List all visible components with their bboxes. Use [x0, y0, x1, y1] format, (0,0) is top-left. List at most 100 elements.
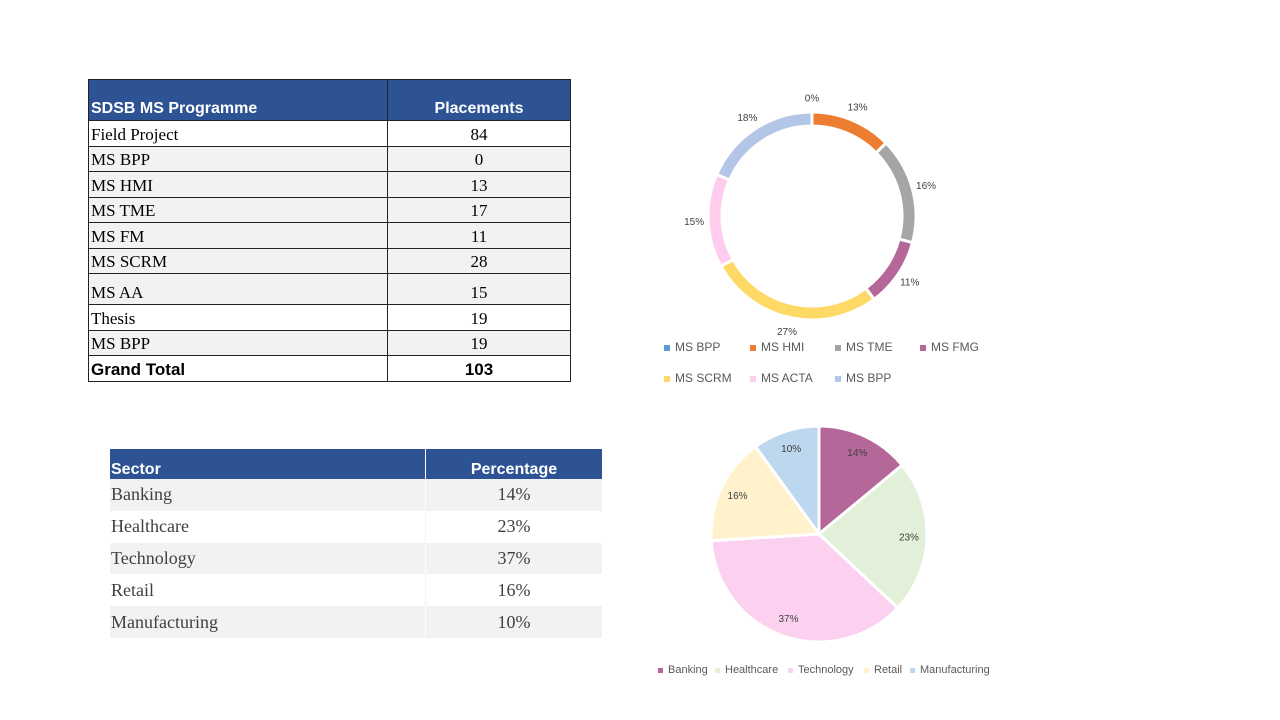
placements-donut-chart: 0% 13% 16% 11% 27% 15% 18% — [684, 94, 936, 338]
legend-swatch — [788, 668, 793, 673]
legend-swatch — [920, 345, 926, 351]
slice-manufacturing — [753, 424, 821, 539]
placements-cell: 19 — [387, 329, 571, 356]
legend-swatch — [835, 345, 841, 351]
sector-cell: Manufacturing — [110, 606, 426, 638]
table-header-row: Sector Percentage — [110, 449, 602, 479]
slice-banking — [817, 424, 905, 538]
data-label: 16% — [916, 181, 936, 192]
legend-swatch — [750, 376, 756, 382]
table-row: Technology 37% — [110, 542, 602, 575]
legend-swatch — [835, 376, 841, 382]
slice-ms-bpp — [714, 110, 814, 182]
legend-entry: Retail — [874, 664, 902, 676]
legend-entry: Banking — [668, 664, 708, 676]
programme-cell: MS AA — [88, 273, 388, 305]
table-row: MS SCRM 28 — [88, 247, 571, 274]
table-row: Healthcare 23% — [110, 510, 602, 543]
percentage-cell: 37% — [425, 542, 602, 575]
legend-swatch — [864, 668, 869, 673]
legend-entry: MS BPP — [846, 371, 891, 385]
table-row: Grand Total 103 — [88, 355, 571, 382]
legend-entry: MS BPP — [675, 340, 720, 354]
data-label: 16% — [728, 491, 748, 502]
slice-ms-acta — [706, 172, 736, 269]
data-label: 27% — [777, 327, 797, 338]
sector-pie-chart: 14% 23% 37% 16% 10% — [709, 424, 929, 644]
table-row: MS TME 17 — [88, 196, 571, 223]
table-row: MS AA 15 — [88, 273, 571, 305]
placements-cell: 103 — [387, 355, 571, 382]
legend-swatch — [715, 668, 720, 673]
legend-swatch — [664, 376, 670, 382]
programme-cell: MS BPP — [88, 145, 388, 172]
placements-cell: 11 — [387, 222, 571, 249]
legend-entry: MS ACTA — [761, 371, 813, 385]
slice-retail — [709, 444, 822, 543]
slice-ms-hmi — [810, 110, 889, 155]
slice-ms-tme — [874, 140, 918, 245]
programme-cell: Grand Total — [88, 355, 388, 382]
sector-cell: Banking — [110, 479, 426, 511]
slice-ms-fmg — [863, 237, 915, 302]
programme-cell: MS HMI — [88, 171, 388, 198]
legend-entry: MS HMI — [761, 340, 804, 354]
slice-technology — [709, 532, 900, 644]
programme-cell: MS FM — [88, 222, 388, 249]
legend-entry: MS TME — [846, 340, 892, 354]
data-label: 14% — [847, 448, 867, 459]
data-label: 18% — [737, 113, 757, 124]
slice-ms-scrm — [718, 257, 877, 322]
data-label: 13% — [848, 103, 868, 114]
percentage-cell: 10% — [425, 606, 602, 638]
sector-cell: Healthcare — [110, 510, 426, 543]
data-label: 23% — [899, 532, 919, 543]
legend-swatch — [664, 345, 670, 351]
slice-healthcare — [816, 463, 929, 611]
table-header-row: SDSB MS Programme Placements — [88, 79, 571, 121]
table-row: Banking 14% — [110, 479, 602, 511]
data-label: 15% — [684, 217, 704, 228]
legend-entry: MS SCRM — [675, 371, 732, 385]
legend-entry: Technology — [798, 664, 854, 676]
placements-cell: 15 — [387, 273, 571, 305]
placements-cell: 28 — [387, 247, 571, 274]
placements-cell: 17 — [387, 196, 571, 223]
table-row: MS BPP 0 — [88, 145, 571, 172]
sector-cell: Retail — [110, 574, 426, 607]
header-placements: Placements — [387, 79, 571, 121]
placements-cell: 13 — [387, 171, 571, 198]
sector-pie-legend: Banking Healthcare Technology Retail Manufac… — [658, 664, 990, 676]
programme-cell: MS SCRM — [88, 247, 388, 274]
percentage-cell: 23% — [425, 510, 602, 543]
legend-swatch — [910, 668, 915, 673]
header-programme: SDSB MS Programme — [88, 79, 388, 121]
table-row: Retail 16% — [110, 574, 602, 607]
header-sector: Sector — [110, 449, 426, 479]
placements-table: SDSB MS Programme Placements Field Project… — [88, 79, 571, 382]
data-label: 37% — [779, 614, 799, 625]
table-row: MS FM 11 — [88, 222, 571, 249]
legend-entry: Manufacturing — [920, 664, 990, 676]
legend-entry: MS FMG — [931, 340, 979, 354]
table-row: MS BPP 19 — [88, 329, 571, 356]
legend-swatch — [658, 668, 663, 673]
table-row: MS HMI 13 — [88, 171, 571, 198]
header-percentage: Percentage — [425, 449, 602, 479]
programme-cell: MS TME — [88, 196, 388, 223]
sector-cell: Technology — [110, 542, 426, 575]
data-label: 0% — [805, 94, 820, 105]
data-label: 11% — [900, 278, 919, 289]
table-row: Manufacturing 10% — [110, 606, 602, 638]
data-label: 10% — [781, 444, 801, 455]
percentage-cell: 16% — [425, 574, 602, 607]
table-row: Thesis 19 — [88, 304, 571, 331]
programme-cell: MS BPP — [88, 329, 388, 356]
percentage-cell: 14% — [425, 479, 602, 511]
legend-swatch — [750, 345, 756, 351]
placements-donut-legend: MS BPP MS HMI MS TME MS FMG MS SCRM MS ACTA MS… — [664, 340, 979, 385]
legend-entry: Healthcare — [725, 664, 778, 676]
sector-table: Sector Percentage Banking 14% Healthcare 23% T… — [110, 449, 602, 638]
placements-cell: 0 — [387, 145, 571, 172]
